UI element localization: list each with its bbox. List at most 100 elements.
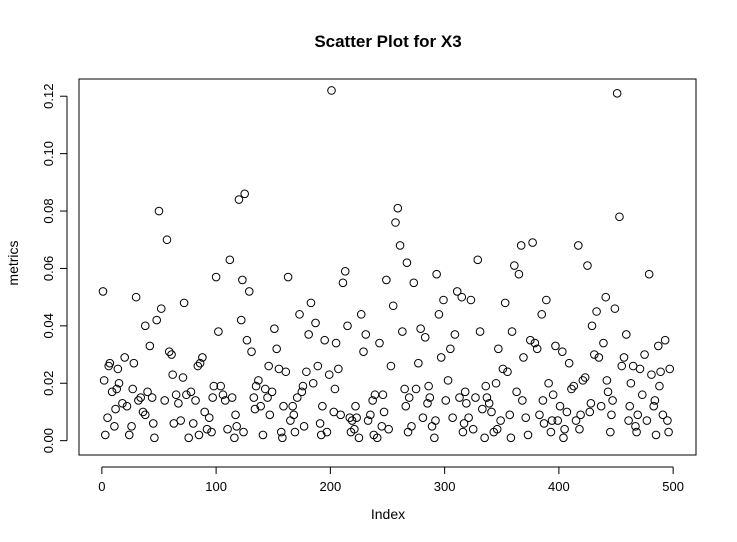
data-point	[138, 407, 148, 417]
x-tick-label: 400	[548, 479, 570, 494]
x-tick-label: 300	[434, 479, 456, 494]
data-point	[334, 364, 343, 374]
data-point	[127, 422, 136, 431]
data-point	[338, 278, 348, 288]
data-point	[204, 413, 214, 422]
data-point	[395, 241, 405, 250]
data-point	[599, 338, 608, 348]
data-point	[638, 390, 647, 400]
data-point	[585, 407, 595, 417]
data-point	[586, 399, 596, 408]
data-point	[375, 338, 384, 348]
data-point	[548, 390, 558, 400]
data-point	[551, 341, 560, 351]
data-point	[154, 206, 164, 216]
data-point	[150, 433, 159, 443]
data-point	[640, 350, 649, 359]
data-point	[279, 401, 288, 411]
data-point	[295, 310, 304, 319]
data-point	[626, 378, 636, 388]
data-point	[530, 338, 540, 348]
data-point	[239, 427, 248, 437]
data-point	[363, 416, 373, 425]
data-point	[596, 401, 606, 411]
data-point	[526, 335, 535, 345]
data-point	[289, 410, 299, 420]
data-point	[480, 433, 489, 443]
data-point	[103, 413, 112, 422]
data-point	[311, 318, 320, 328]
data-point	[113, 364, 123, 374]
data-point	[603, 387, 613, 397]
data-point	[147, 393, 157, 402]
data-point	[521, 413, 531, 422]
data-point	[316, 430, 326, 440]
y-tick-label: 0.08	[41, 198, 56, 223]
data-point	[379, 407, 389, 417]
data-point	[466, 295, 476, 305]
data-point	[306, 298, 316, 308]
data-point	[441, 396, 451, 405]
data-point	[242, 335, 252, 345]
data-point	[398, 327, 407, 336]
data-point	[625, 401, 635, 411]
data-point	[124, 430, 134, 440]
data-point	[145, 341, 155, 351]
data-point	[251, 381, 261, 391]
data-point	[471, 393, 480, 402]
data-point	[448, 413, 457, 422]
x-axis: 0 100 200 300 400 500	[98, 466, 684, 494]
data-point	[313, 361, 323, 371]
data-point	[487, 407, 496, 417]
data-point	[249, 393, 259, 402]
data-point	[184, 433, 193, 443]
data-points	[98, 86, 675, 443]
data-point	[356, 310, 366, 319]
data-point	[208, 393, 217, 402]
data-point	[134, 396, 143, 405]
data-point	[254, 376, 263, 385]
data-point	[272, 344, 281, 354]
data-point	[174, 399, 183, 408]
data-point	[553, 416, 563, 425]
data-point	[439, 295, 448, 305]
data-point	[532, 344, 542, 354]
data-point	[156, 304, 166, 313]
x-axis-label: Index	[371, 506, 405, 522]
data-point	[656, 367, 665, 377]
data-point	[191, 396, 200, 405]
data-point	[665, 364, 675, 374]
data-point	[308, 378, 318, 388]
data-point	[304, 330, 313, 339]
data-point	[491, 378, 501, 388]
data-point	[583, 261, 592, 270]
x-tick-label: 0	[98, 479, 105, 494]
data-point	[590, 350, 599, 359]
data-point	[176, 416, 185, 425]
y-tick-label: 0.00	[41, 428, 56, 453]
data-point	[288, 401, 297, 411]
data-point	[571, 416, 581, 425]
data-point	[167, 350, 176, 359]
data-point	[120, 353, 129, 362]
data-point	[475, 327, 485, 336]
data-point	[238, 275, 247, 285]
data-point	[535, 410, 544, 420]
x-tick-label: 500	[662, 479, 684, 494]
data-point	[298, 381, 308, 391]
data-point	[610, 304, 620, 313]
data-point	[122, 401, 132, 411]
data-point	[382, 275, 391, 285]
data-point	[500, 298, 510, 308]
data-point	[324, 370, 334, 379]
data-point	[290, 427, 300, 437]
data-point	[263, 393, 272, 402]
data-point	[98, 287, 108, 296]
data-point	[230, 433, 239, 443]
data-point	[651, 430, 661, 440]
data-point	[218, 390, 228, 400]
data-point	[407, 422, 416, 431]
data-point	[580, 373, 590, 382]
data-point	[194, 430, 204, 440]
data-point	[351, 401, 360, 411]
